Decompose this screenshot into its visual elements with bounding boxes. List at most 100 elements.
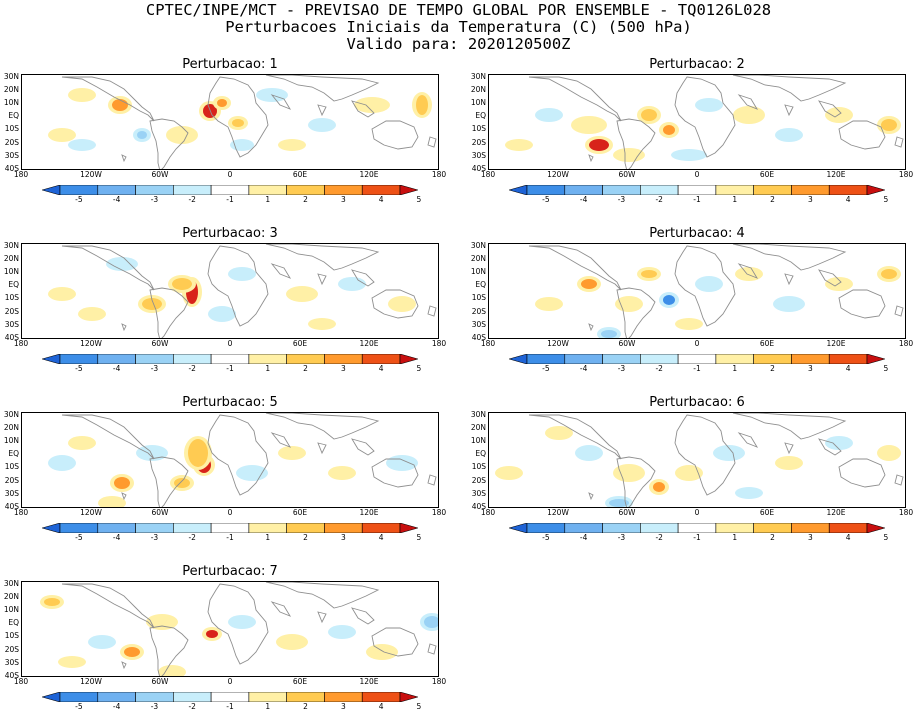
longitude-label: 60E bbox=[292, 508, 308, 517]
colorbar-segment bbox=[248, 185, 287, 195]
colorbar-label: 3 bbox=[807, 533, 813, 542]
temperature-perturbation-map bbox=[488, 412, 906, 508]
colorbar-label: -4 bbox=[579, 364, 588, 373]
perturbation-blob bbox=[188, 439, 208, 467]
perturbation-blob bbox=[589, 139, 609, 151]
perturbation-blob bbox=[619, 299, 639, 309]
latitude-label: 10N bbox=[3, 98, 19, 107]
colorbar-label: 3 bbox=[340, 195, 346, 204]
colorbar-max-arrow bbox=[866, 354, 885, 364]
perturbation-blob bbox=[679, 468, 699, 478]
colorbar-label: -1 bbox=[226, 195, 234, 204]
perturbation-blob bbox=[416, 95, 428, 115]
colorbar-label: -3 bbox=[150, 533, 159, 542]
colorbar-label: -1 bbox=[693, 195, 701, 204]
colorbar-segment bbox=[173, 523, 212, 533]
colorbar-segment bbox=[97, 692, 136, 702]
colorbar-label: 1 bbox=[732, 533, 738, 542]
temperature-perturbation-map bbox=[21, 581, 439, 677]
latitude-label: EQ bbox=[475, 449, 486, 458]
perturbation-blob bbox=[280, 637, 304, 647]
longitude-label: 180 bbox=[480, 339, 496, 348]
longitude-label: 120E bbox=[826, 170, 846, 179]
header-title-line1: CPTEC/INPE/MCT - PREVISAO DE TEMPO GLOBA… bbox=[145, 1, 772, 19]
latitude-label: 10S bbox=[4, 631, 19, 640]
perturbation-blob bbox=[370, 647, 394, 657]
perturbation-panel: Perturbacao: 7 30N 20N 10N EQ 10S 20S 30S 40S 180… bbox=[4, 565, 446, 715]
perturbation-blob bbox=[312, 321, 332, 327]
perturbation-blob bbox=[232, 119, 244, 127]
colorbar-label: 3 bbox=[340, 702, 346, 711]
colorbar-label: 5 bbox=[416, 533, 422, 542]
colorbar-segment bbox=[210, 354, 250, 364]
latitude-label: 10N bbox=[470, 267, 486, 276]
colorbar-label: -5 bbox=[75, 533, 83, 542]
colorbar-label: 1 bbox=[265, 533, 271, 542]
perturbation-blob bbox=[617, 151, 641, 159]
colorbar-segment bbox=[97, 523, 136, 533]
continent-outline bbox=[737, 432, 759, 448]
colorbar-segment bbox=[135, 185, 174, 195]
latitude-label: 10S bbox=[4, 293, 19, 302]
continent-outline bbox=[818, 269, 842, 287]
perturbation-blob bbox=[72, 142, 92, 148]
longitude-label: 180 bbox=[431, 677, 447, 686]
latitude-label: 30S bbox=[4, 320, 19, 329]
colorbar-label: -4 bbox=[112, 364, 121, 373]
continent-outline bbox=[894, 474, 904, 486]
perturbation-blob bbox=[234, 142, 250, 148]
colorbar-segment bbox=[828, 185, 868, 195]
colorbar-label: 5 bbox=[416, 702, 422, 711]
colorbar bbox=[42, 523, 418, 533]
perturbation-blob bbox=[142, 298, 162, 310]
colorbar-segment bbox=[791, 185, 830, 195]
colorbar-label: 1 bbox=[732, 195, 738, 204]
continent-outline bbox=[674, 76, 736, 158]
colorbar-label: 3 bbox=[340, 533, 346, 542]
colorbar-label: 3 bbox=[340, 364, 346, 373]
latitude-label: 20S bbox=[471, 307, 486, 316]
colorbar-label: -3 bbox=[150, 364, 159, 373]
longitude-label: 120W bbox=[80, 677, 102, 686]
temperature-perturbation-map bbox=[488, 243, 906, 339]
latitude-label: 10S bbox=[4, 462, 19, 471]
colorbar-label: -2 bbox=[188, 702, 196, 711]
perturbation-blob bbox=[282, 449, 302, 457]
longitude-label: 0 bbox=[227, 339, 233, 348]
colorbar-segment bbox=[97, 185, 136, 195]
continent-outline bbox=[61, 414, 155, 460]
continent-outline bbox=[270, 601, 292, 617]
colorbar-label: 3 bbox=[807, 364, 813, 373]
perturbation-blob bbox=[206, 630, 218, 638]
longitude-label: 0 bbox=[227, 508, 233, 517]
perturbation-blob bbox=[72, 439, 92, 447]
longitude-label: 60W bbox=[151, 339, 169, 348]
colorbar-segment bbox=[210, 523, 250, 533]
continent-outline bbox=[838, 458, 886, 488]
colorbar-segment bbox=[602, 185, 641, 195]
colorbar-label: 5 bbox=[883, 364, 889, 373]
colorbar-label: 1 bbox=[732, 364, 738, 373]
latitude-label: 40S bbox=[4, 502, 19, 511]
perturbation-panel: Perturbacao: 4 30N 20N 10N EQ 10S 20S 30S 40S 180… bbox=[471, 227, 913, 377]
perturbation-blob bbox=[92, 638, 112, 646]
perturbation-blob bbox=[170, 129, 194, 141]
perturbation-blob bbox=[112, 99, 128, 111]
latitude-label: 30S bbox=[4, 658, 19, 667]
longitude-label: 180 bbox=[898, 170, 914, 179]
latitude-label: 20N bbox=[470, 254, 486, 263]
longitude-label: 0 bbox=[694, 508, 700, 517]
longitude-label: 60W bbox=[618, 339, 636, 348]
map-canvas bbox=[495, 413, 904, 507]
perturbation-blob bbox=[162, 668, 182, 676]
perturbation-blob bbox=[172, 278, 192, 290]
latitude-label: EQ bbox=[8, 280, 19, 289]
longitude-label: 120E bbox=[826, 339, 846, 348]
map-canvas bbox=[40, 582, 438, 676]
perturbation-blob bbox=[675, 152, 703, 158]
colorbar-label: -2 bbox=[655, 533, 663, 542]
colorbar-segment bbox=[286, 523, 325, 533]
colorbar-segment bbox=[564, 354, 603, 364]
perturbation-blob bbox=[609, 499, 629, 507]
colorbar-label: 4 bbox=[845, 533, 851, 542]
